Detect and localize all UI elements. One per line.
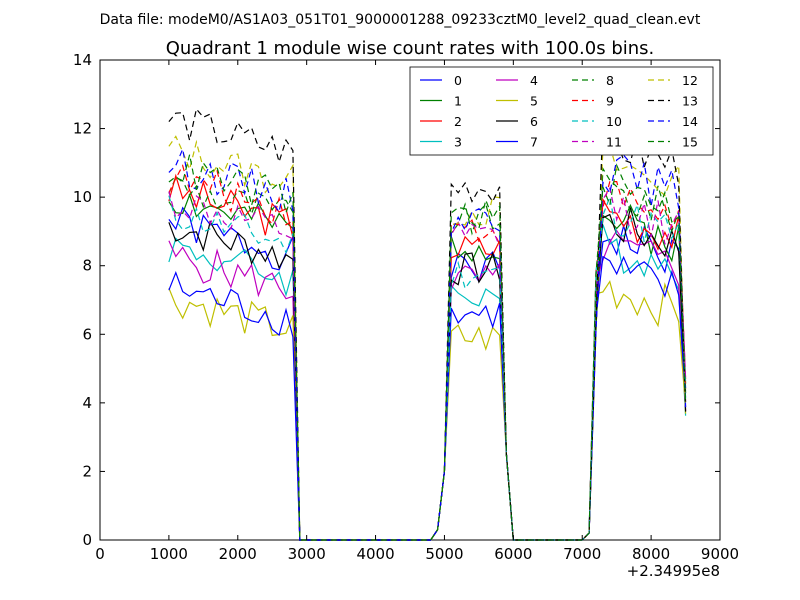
legend-label-1: 1 — [454, 94, 462, 109]
legend-label-3: 3 — [454, 135, 462, 150]
legend-label-13: 13 — [682, 94, 698, 109]
x-tick-label: 7000 — [563, 545, 601, 563]
figure-suptitle: Data file: modeM0/AS1A03_051T01_90000012… — [100, 12, 701, 28]
legend-label-7: 7 — [530, 135, 538, 150]
legend-label-14: 14 — [682, 114, 698, 129]
legend-label-10: 10 — [606, 114, 622, 129]
y-tick-label: 12 — [73, 120, 92, 138]
legend-box — [409, 66, 714, 156]
x-tick-label: 8000 — [632, 545, 670, 563]
x-tick-label: 6000 — [494, 545, 532, 563]
series-line-11 — [168, 186, 687, 541]
x-tick-label: 9000 — [701, 545, 739, 563]
x-axis-offset-label: +2.34995e8 — [627, 562, 720, 580]
x-tick-label: 1000 — [150, 545, 188, 563]
legend-label-0: 0 — [454, 73, 462, 88]
chart-title: Quadrant 1 module wise count rates with … — [166, 38, 655, 59]
series-line-14 — [168, 147, 687, 541]
legend-label-8: 8 — [606, 73, 614, 88]
x-tick-label: 5000 — [425, 545, 463, 563]
x-tick-label: 2000 — [219, 545, 257, 563]
legend-label-4: 4 — [530, 73, 538, 88]
axis-ticks: 0 1000 2000 3000 4000 5000 6000 7000 8000 9000 0 2 4… — [73, 51, 739, 563]
legend-label-15: 15 — [682, 135, 698, 150]
legend-label-9: 9 — [606, 94, 614, 109]
y-tick-label: 4 — [82, 394, 92, 412]
x-tick-label: 0 — [95, 545, 105, 563]
y-tick-label: 0 — [82, 531, 92, 549]
y-tick-label: 10 — [73, 188, 92, 206]
legend-label-5: 5 — [530, 94, 538, 109]
y-tick-label: 8 — [82, 257, 92, 275]
legend-label-11: 11 — [606, 135, 622, 150]
legend-label-2: 2 — [454, 114, 462, 129]
x-tick-label: 3000 — [288, 545, 326, 563]
y-tick-label: 14 — [73, 51, 92, 69]
series-line-15 — [168, 154, 687, 541]
y-tick-label: 2 — [82, 462, 92, 480]
x-tick-label: 4000 — [356, 545, 394, 563]
legend-label-12: 12 — [682, 73, 698, 88]
legend-label-6: 6 — [530, 114, 538, 129]
series-line-10 — [168, 194, 687, 541]
y-tick-label: 6 — [82, 325, 92, 343]
